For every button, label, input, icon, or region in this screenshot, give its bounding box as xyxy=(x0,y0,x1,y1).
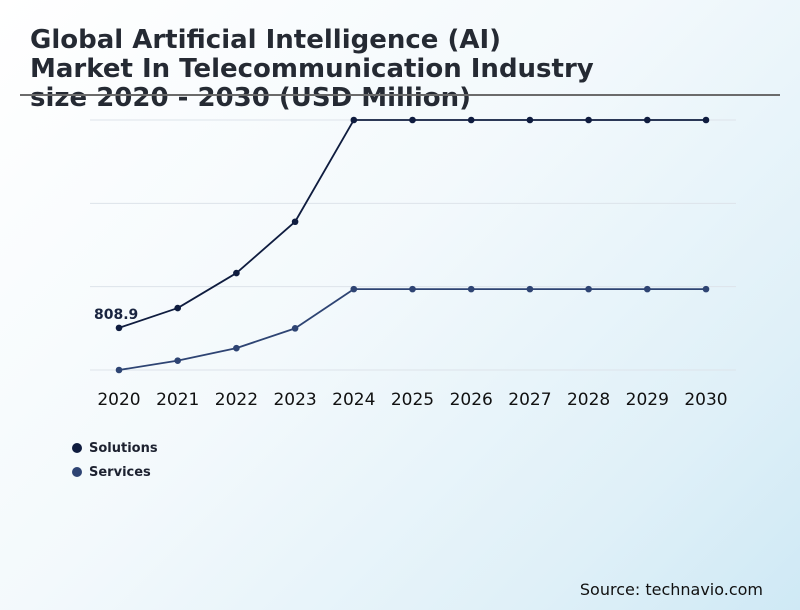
x-tick-label: 2021 xyxy=(156,390,199,410)
title-divider xyxy=(20,94,780,96)
legend-item-solutions[interactable]: Solutions xyxy=(72,436,158,460)
data-point-services xyxy=(585,285,592,293)
data-point-services xyxy=(526,285,534,293)
data-point-services xyxy=(409,285,416,293)
legend-label-services: Services xyxy=(89,464,151,480)
data-point-solutions xyxy=(350,116,358,124)
x-tick-label: 2022 xyxy=(215,390,258,410)
data-point-solutions xyxy=(115,324,123,332)
legend-item-services[interactable]: Services xyxy=(72,460,158,484)
x-tick-label: 2028 xyxy=(567,390,610,410)
data-point-services xyxy=(115,366,123,374)
data-point-solutions xyxy=(644,116,651,124)
legend-label-solutions: Solutions xyxy=(89,440,158,456)
data-point-solutions xyxy=(467,116,475,124)
data-point-services xyxy=(644,285,651,293)
chart-title-line-2: Market In Telecommunication Industry xyxy=(30,54,594,84)
data-point-solutions xyxy=(702,116,710,124)
x-tick-label: 2029 xyxy=(626,390,669,410)
legend-marker-services xyxy=(72,467,82,477)
source-credit: Source: technavio.com xyxy=(579,580,763,599)
legend: Solutions Services xyxy=(72,436,158,484)
x-tick-label: 2027 xyxy=(508,390,551,410)
x-tick-label: 2026 xyxy=(450,390,493,410)
series-line-services xyxy=(118,288,706,371)
x-tick-label: 2030 xyxy=(684,390,727,410)
series-line-solutions xyxy=(118,119,706,329)
chart-title: Global Artificial Intelligence (AI) Mark… xyxy=(30,26,594,113)
chart-title-line-1: Global Artificial Intelligence (AI) xyxy=(30,25,502,55)
data-point-solutions xyxy=(291,218,299,226)
data-point-services xyxy=(702,285,710,293)
x-tick-label: 2020 xyxy=(97,390,140,410)
x-tick-label: 2024 xyxy=(332,390,375,410)
data-point-services xyxy=(350,285,358,293)
data-point-solutions xyxy=(526,116,534,124)
data-point-solutions xyxy=(585,116,592,124)
legend-marker-solutions xyxy=(72,443,82,453)
x-tick-label: 2023 xyxy=(273,390,316,410)
data-point-services xyxy=(174,357,181,364)
data-label: 808.9 xyxy=(94,307,138,323)
data-point-services xyxy=(291,325,299,332)
data-point-solutions xyxy=(409,116,416,124)
x-tick-label: 2025 xyxy=(391,390,434,410)
data-point-services xyxy=(467,285,475,293)
chart-title-line-3: size 2020 - 2030 (USD Million) xyxy=(30,83,472,113)
data-point-solutions xyxy=(174,304,181,312)
data-point-solutions xyxy=(233,269,240,277)
data-point-services xyxy=(233,344,240,352)
